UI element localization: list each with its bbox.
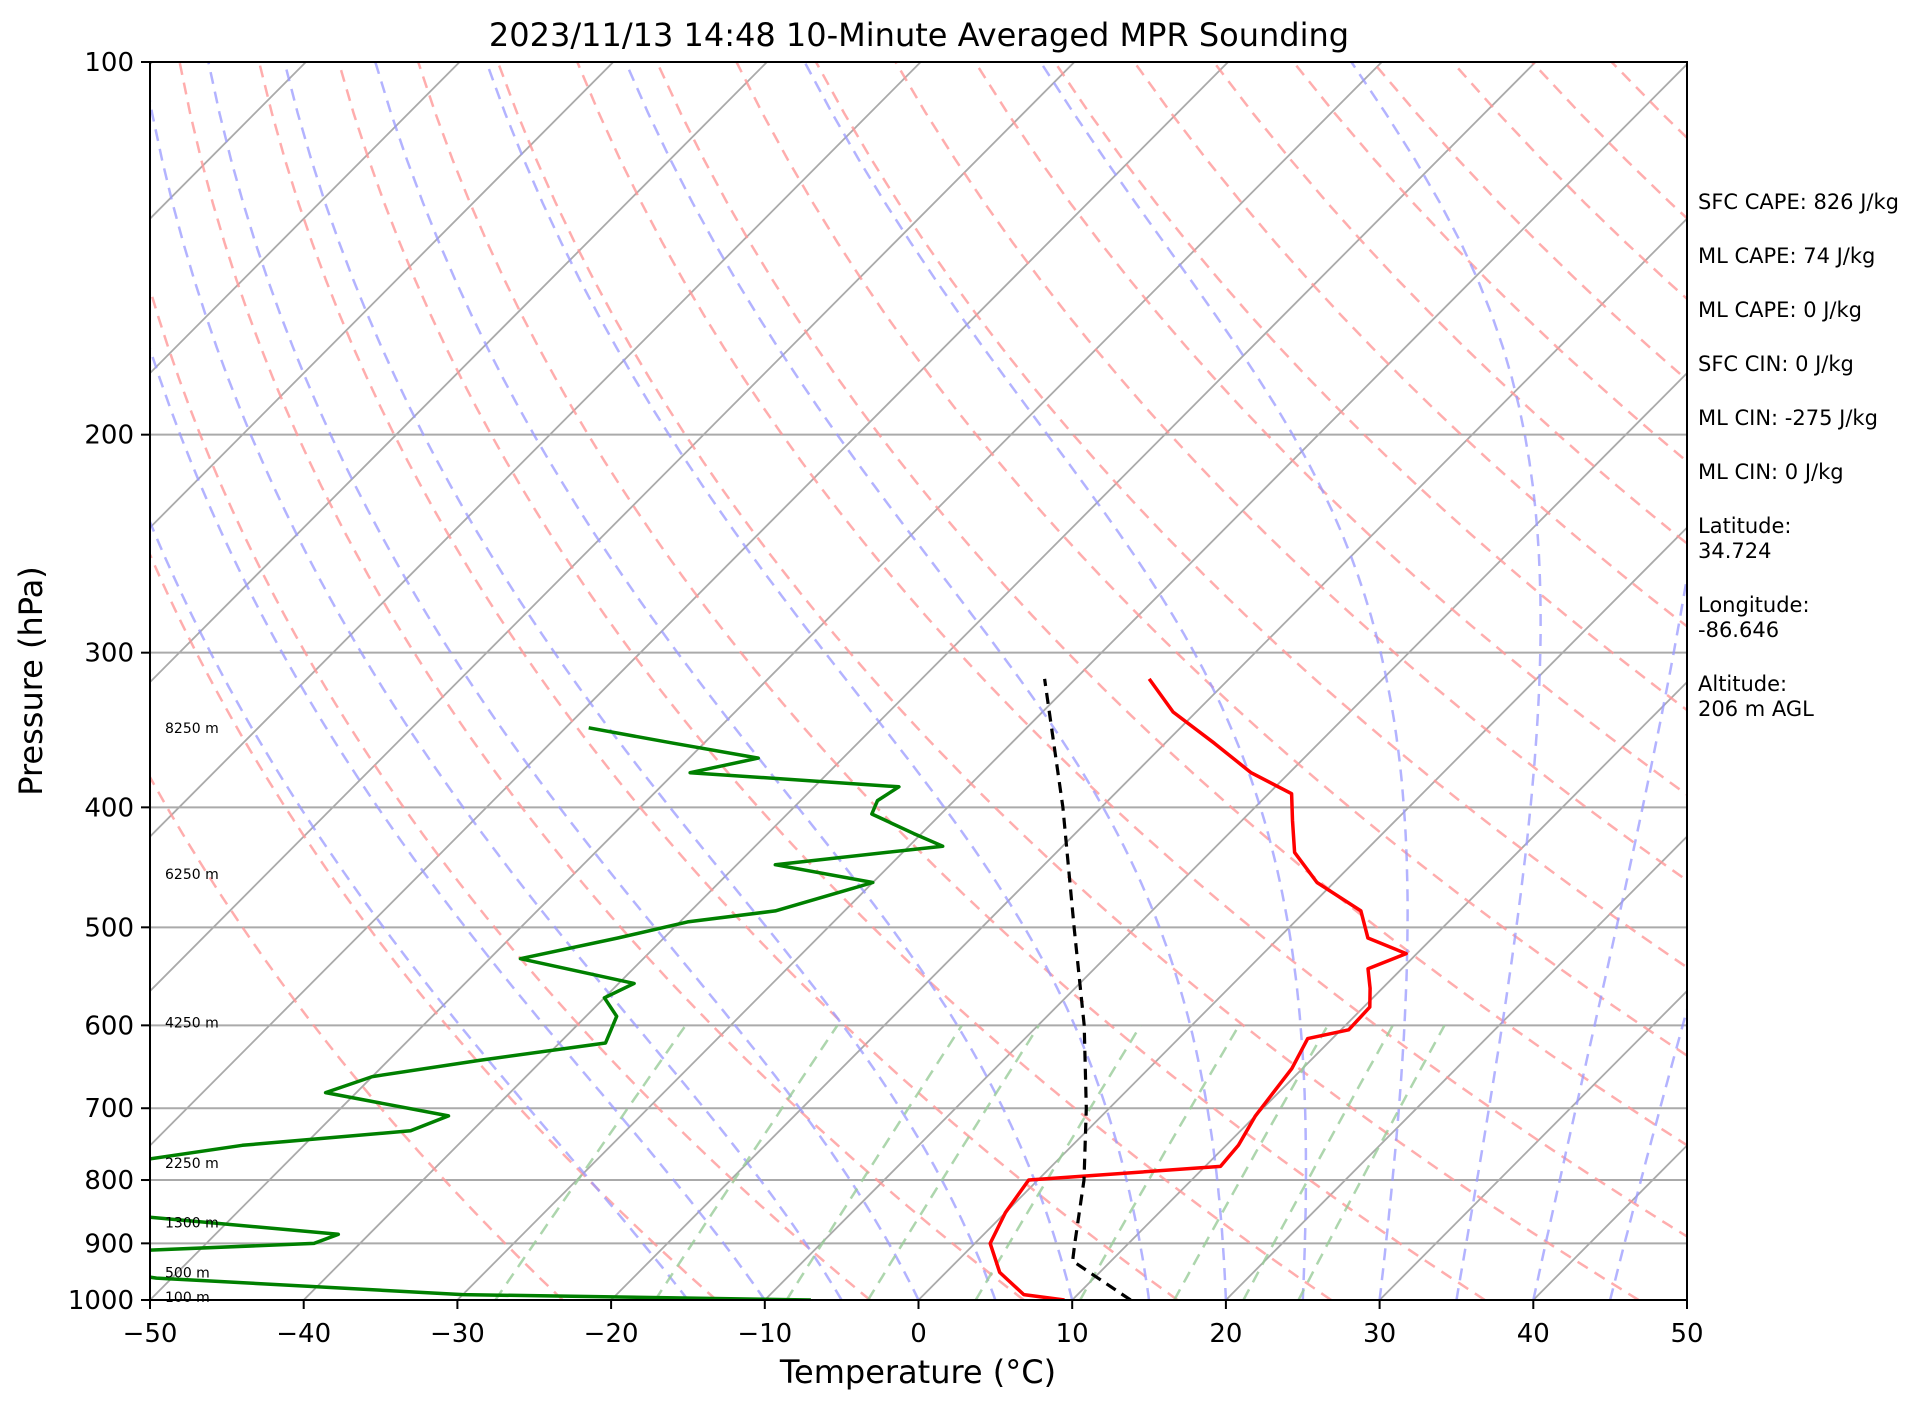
moist-adiabat — [150, 94, 843, 1300]
dry-adiabat — [655, 62, 1687, 1147]
mixing-ratio-line — [654, 1024, 839, 1300]
dry-adiabat — [894, 62, 1687, 882]
moist-adiabat — [485, 62, 1151, 1300]
stat-line: ML CIN: 0 J/kg — [1698, 460, 1844, 484]
background-lines — [150, 62, 1687, 1300]
height-label: 100 m — [165, 1290, 210, 1306]
height-label: 8250 m — [165, 721, 219, 737]
isotherm--40 — [303, 62, 1537, 1300]
dry-adiabat — [496, 62, 1640, 1300]
x-tick-label: −50 — [123, 1319, 178, 1349]
isotherm--90 — [150, 62, 768, 684]
dry-adiabat — [150, 774, 564, 1300]
dry-adiabat — [576, 62, 1687, 1238]
isotherm--10 — [764, 371, 1687, 1300]
isotherm-30 — [1378, 989, 1687, 1300]
isotherm--30 — [456, 62, 1687, 1300]
y-tick-label: 700 — [84, 1094, 134, 1124]
temperature-line — [988, 677, 1408, 1300]
dry-adiabat — [178, 62, 1025, 1300]
moist-adiabat — [624, 62, 1228, 1300]
dry-adiabat — [150, 284, 871, 1300]
stat-line: ML CAPE: 74 J/kg — [1698, 244, 1876, 268]
dry-adiabat — [417, 62, 1486, 1300]
height-label: 6250 m — [165, 867, 219, 883]
isotherm-10 — [1071, 680, 1687, 1300]
isotherm--70 — [150, 62, 1076, 993]
y-tick-label: 500 — [84, 913, 134, 943]
height-label: 1300 m — [165, 1216, 219, 1232]
y-tick-label: 200 — [84, 421, 134, 451]
x-tick-label: 50 — [1670, 1319, 1703, 1349]
y-tick-label: 800 — [84, 1166, 134, 1196]
y-tick-label: 300 — [84, 639, 134, 669]
isotherm--80 — [150, 62, 922, 838]
dry-adiabat — [814, 62, 1687, 969]
height-label: 4250 m — [165, 1016, 219, 1032]
chart-title: 2023/11/13 14:48 10-Minute Averaged MPR … — [489, 16, 1349, 54]
mixing-ratio-line — [866, 1024, 1040, 1300]
x-tick-label: 20 — [1209, 1319, 1242, 1349]
moist-adiabat — [1608, 1004, 1687, 1300]
sounding-traces — [150, 677, 1408, 1300]
x-tick-label: −10 — [737, 1319, 792, 1349]
y-tick-label: 100 — [84, 48, 134, 78]
x-tick-label: −40 — [276, 1319, 331, 1349]
isotherm-20 — [1225, 835, 1687, 1300]
isotherm--50 — [150, 62, 1383, 1300]
moist-adiabat — [803, 62, 1308, 1300]
x-tick-label: 40 — [1517, 1319, 1550, 1349]
isotherm--100 — [150, 62, 614, 529]
x-axis-label: Temperature (°C) — [779, 1353, 1056, 1391]
y-tick-label: 900 — [84, 1229, 134, 1259]
stat-line: Latitude: 34.724 — [1698, 514, 1792, 563]
isotherm--60 — [150, 62, 1229, 1147]
height-labels: 8250 m 6250 m 4250 m 2250 m 1300 m 500 m 100 m — [165, 721, 219, 1306]
y-tick-label: 600 — [84, 1011, 134, 1041]
height-label: 500 m — [165, 1265, 210, 1281]
sounding-stats-panel: SFC CAPE: 826 J/kg ML CAPE: 74 J/kg ML CAP… — [1698, 190, 1918, 751]
dry-adiabat — [150, 551, 718, 1300]
isotherm--20 — [610, 217, 1687, 1300]
y-axis-label: Pressure (hPa) — [12, 566, 50, 796]
dewpoint-line — [150, 726, 945, 1300]
isotherm-0 — [917, 526, 1687, 1300]
height-label: 2250 m — [165, 1156, 219, 1172]
x-tick-label: 30 — [1363, 1319, 1396, 1349]
stat-line: SFC CIN: 0 J/kg — [1698, 352, 1854, 376]
axis-ticks: −50 −40 −30 −20 −10 0 10 20 30 40 50 1000 900 800 700 6… — [68, 48, 1704, 1349]
moist-adiabat — [1532, 569, 1687, 1300]
moist-adiabat — [374, 62, 1074, 1300]
moist-adiabat — [150, 345, 766, 1300]
mixing-ratio-line — [1173, 1024, 1329, 1300]
mixing-ratio-line — [1242, 1024, 1394, 1300]
stat-line: SFC CAPE: 826 J/kg — [1698, 190, 1899, 214]
moist-adiabat — [1039, 62, 1409, 1300]
x-tick-label: 0 — [910, 1319, 927, 1349]
moist-adiabat — [1350, 62, 1542, 1300]
parcel-line — [1043, 678, 1132, 1300]
dry-adiabat — [257, 62, 1179, 1300]
dry-adiabat — [735, 62, 1687, 1058]
dry-adiabat — [337, 62, 1332, 1300]
mixing-ratio-line — [1297, 1024, 1446, 1300]
isotherm--110 — [150, 62, 461, 375]
x-tick-label: 10 — [1056, 1319, 1089, 1349]
y-tick-label: 400 — [84, 793, 134, 823]
stat-line: ML CIN: -275 J/kg — [1698, 406, 1878, 430]
y-tick-label: 1000 — [68, 1286, 134, 1316]
stat-line: Altitude: 206 m AGL — [1698, 672, 1814, 721]
stat-line: Longitude: -86.646 — [1698, 593, 1810, 642]
mixing-ratio-line — [494, 1024, 687, 1300]
moist-adiabat — [283, 62, 997, 1300]
mixing-ratio-line — [1079, 1024, 1241, 1300]
moist-adiabat — [207, 62, 920, 1300]
stat-line: ML CAPE: 0 J/kg — [1698, 298, 1863, 322]
mixing-ratio-line — [785, 1024, 963, 1300]
x-tick-label: −20 — [584, 1319, 639, 1349]
x-tick-label: −30 — [430, 1319, 485, 1349]
